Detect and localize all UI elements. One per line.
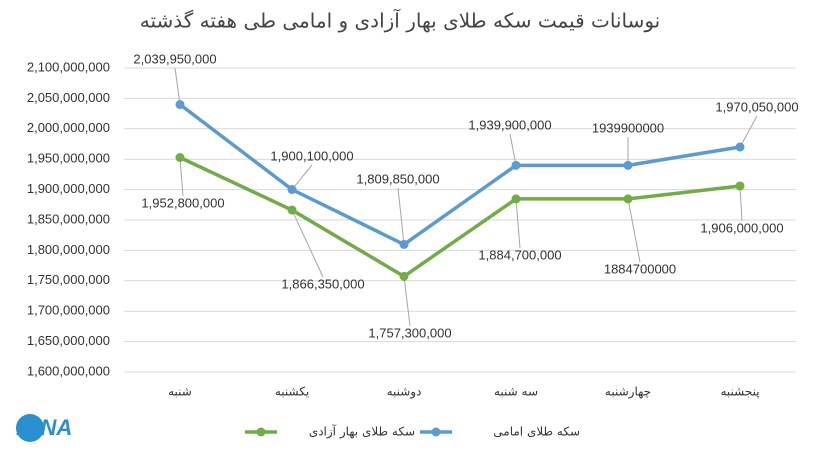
data-label: 1,866,350,000 (281, 276, 364, 291)
logo-text: IMNA (16, 415, 72, 440)
data-point (623, 194, 633, 204)
data-label: 1,939,900,000 (468, 117, 551, 132)
data-point (175, 100, 185, 110)
data-label: 2,039,950,000 (133, 51, 216, 66)
series-line (179, 155, 741, 279)
logo-circle (16, 414, 44, 442)
data-label: 1,884,700,000 (478, 247, 561, 262)
y-tick-label: 2,050,000,000 (27, 90, 110, 105)
legend-marker (431, 427, 441, 437)
data-label: 1,757,300,000 (368, 325, 451, 340)
leader-line (179, 157, 184, 197)
x-tick-label: چهارشنبه (605, 385, 651, 400)
legend-marker (256, 427, 266, 437)
y-tick-label: 1,900,000,000 (27, 181, 110, 196)
data-point (399, 239, 409, 249)
legend-label: سکه طلای امامی (493, 425, 580, 439)
data-point (175, 152, 185, 162)
y-tick-label: 1,750,000,000 (27, 272, 110, 287)
data-label: 1,970,050,000 (715, 99, 798, 114)
leader-line (397, 187, 405, 245)
data-label: 1884700000 (604, 261, 676, 276)
y-tick-label: 1,700,000,000 (27, 303, 110, 318)
x-tick-label: شنبه (168, 385, 192, 399)
legend-label: سکه طلای بهار آزادی (309, 424, 415, 440)
leader-line (174, 67, 181, 105)
data-label: 1,906,000,000 (700, 220, 783, 235)
leader-line (739, 185, 743, 222)
x-tick-label: یکشنبه (275, 385, 309, 399)
data-point (399, 271, 409, 281)
x-tick-label: پنجشنبه (720, 385, 759, 399)
leader-line (403, 276, 411, 327)
logo: IMNA (16, 414, 72, 442)
data-point (287, 205, 297, 215)
data-label: 1,952,800,000 (141, 195, 224, 210)
data-label: 1,900,100,000 (270, 148, 353, 163)
data-point (735, 142, 745, 152)
y-tick-label: 2,000,000,000 (27, 120, 110, 135)
data-point (511, 194, 521, 204)
leader-line (515, 198, 521, 249)
leader-line (291, 209, 324, 278)
data-label: 1,809,850,000 (356, 171, 439, 186)
x-tick-label: سه شنبه (494, 385, 538, 399)
leader-line (627, 198, 641, 263)
data-point (735, 181, 745, 191)
leader-line (291, 164, 313, 190)
y-tick-label: 1,850,000,000 (27, 211, 110, 226)
data-point (287, 185, 297, 195)
y-tick-label: 2,100,000,000 (27, 59, 110, 74)
chart-title: نوسانات قیمت سکه طلای بهار آزادی و امامی… (140, 8, 660, 33)
y-tick-label: 1,600,000,000 (27, 363, 110, 378)
x-tick-label: دوشنبه (387, 385, 422, 400)
leader-line (739, 115, 758, 148)
y-tick-label: 1,950,000,000 (27, 151, 110, 166)
series-line (178, 103, 741, 247)
y-tick-label: 1,800,000,000 (27, 242, 110, 257)
data-point (623, 160, 633, 170)
data-point (511, 160, 521, 170)
y-tick-label: 1,650,000,000 (27, 333, 110, 348)
leader-line (509, 133, 517, 166)
data-label: 1939900000 (592, 120, 664, 135)
